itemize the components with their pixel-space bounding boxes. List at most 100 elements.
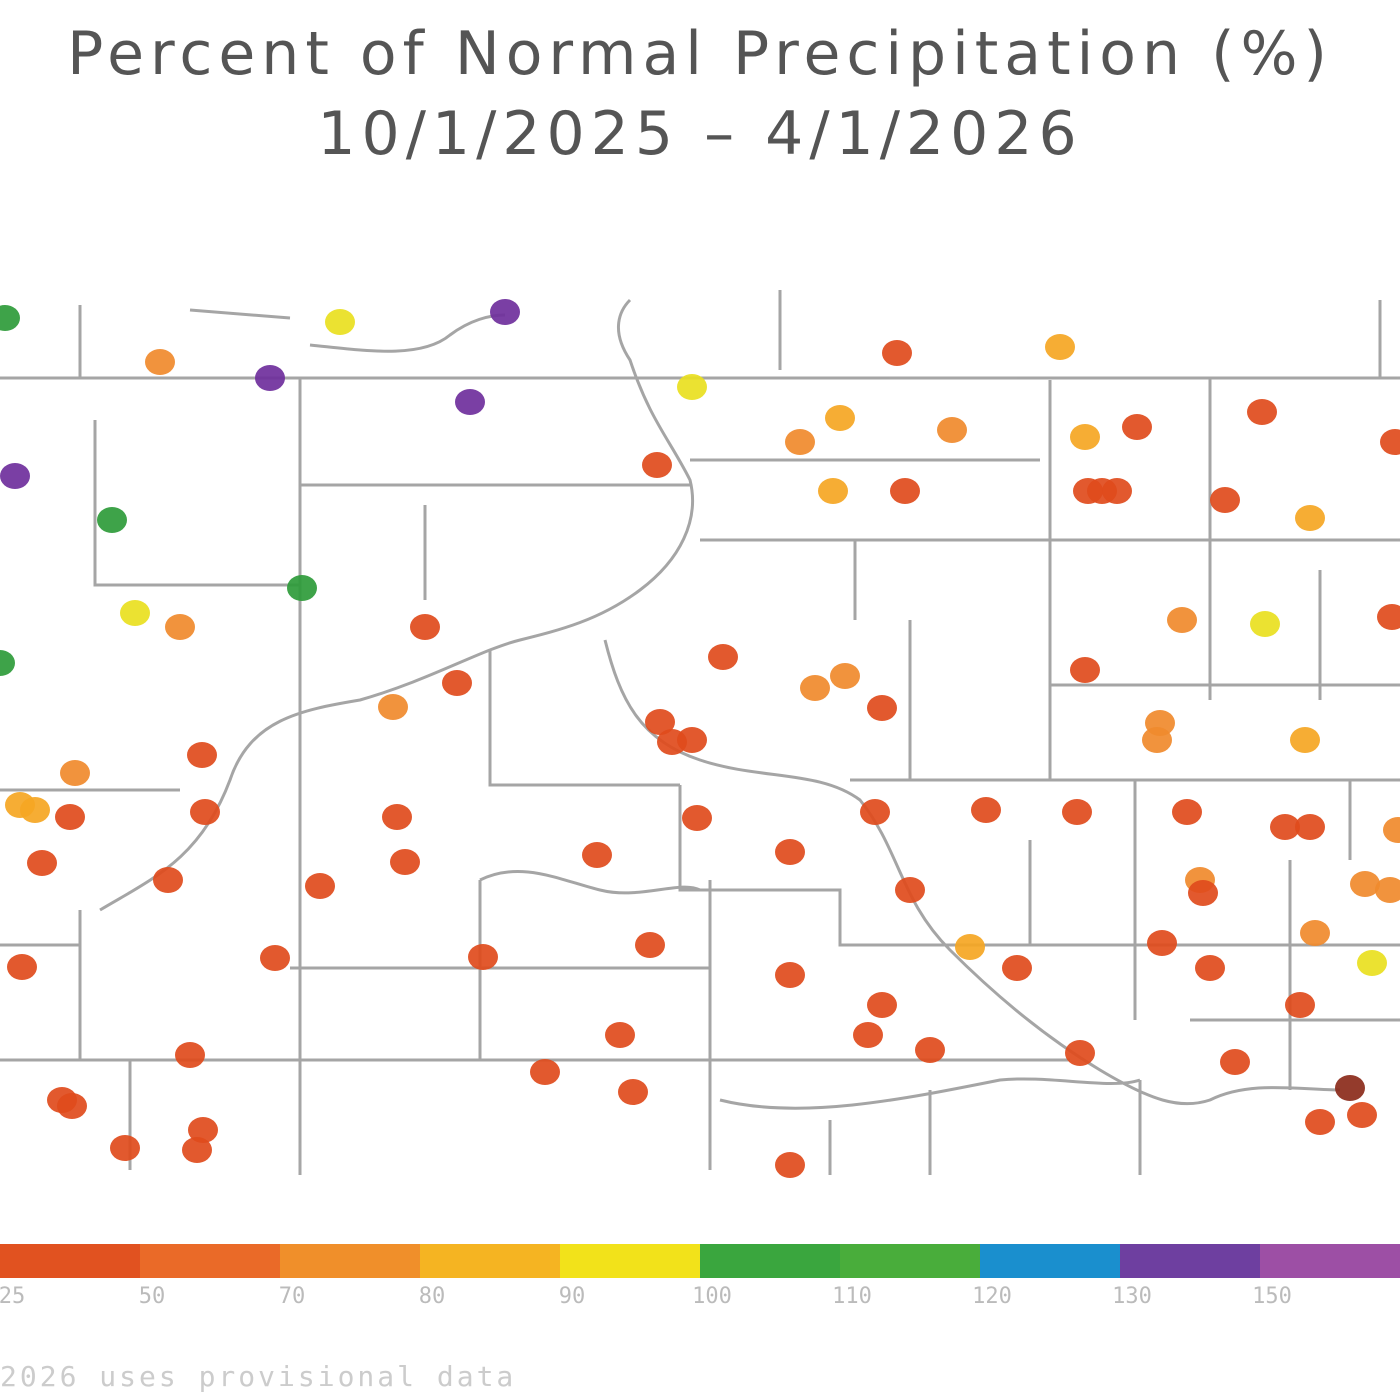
legend-swatch <box>700 1244 840 1278</box>
river <box>99 298 695 912</box>
river <box>603 639 1341 1106</box>
station-dot <box>188 1117 218 1143</box>
station-dot <box>0 463 30 489</box>
station-dot <box>153 867 183 893</box>
legend-swatch <box>0 1244 140 1278</box>
title-line-1: Percent of Normal Precipitation (%) <box>67 19 1333 89</box>
station-dot <box>825 405 855 431</box>
legend-swatch <box>420 1244 560 1278</box>
station-dot <box>1122 414 1152 440</box>
station-dot <box>677 727 707 753</box>
legend-swatch <box>140 1244 280 1278</box>
station-dot <box>1305 1109 1335 1135</box>
station-dot <box>1247 399 1277 425</box>
station-dot <box>708 644 738 670</box>
station-dot <box>775 962 805 988</box>
legend-swatch <box>280 1244 420 1278</box>
legend-swatch <box>560 1244 700 1278</box>
legend-tick-label: 130 <box>1112 1284 1152 1309</box>
station-dot <box>1142 727 1172 753</box>
station-dot <box>605 1022 635 1048</box>
legend-swatch <box>980 1244 1120 1278</box>
legend-swatch <box>840 1244 980 1278</box>
station-dot <box>382 804 412 830</box>
station-dot <box>455 389 485 415</box>
provisional-data-note: 2026 uses provisional data <box>0 1360 517 1393</box>
station-points <box>0 299 1400 1178</box>
station-dot <box>1357 950 1387 976</box>
station-dot <box>0 305 20 331</box>
station-dot <box>895 877 925 903</box>
station-dot <box>645 709 675 735</box>
station-dot <box>1347 1102 1377 1128</box>
river <box>309 313 506 353</box>
station-dot <box>1167 607 1197 633</box>
station-dot <box>468 944 498 970</box>
station-dot <box>915 1037 945 1063</box>
color-legend-bar <box>0 1244 1400 1278</box>
station-dot <box>1290 727 1320 753</box>
legend-tick-label: 25 <box>0 1284 26 1309</box>
station-dot <box>57 1093 87 1119</box>
legend-swatch <box>1260 1244 1400 1278</box>
station-dot <box>1210 487 1240 513</box>
legend-tick-label: 150 <box>1252 1284 1292 1309</box>
river <box>719 1077 1141 1110</box>
station-dot <box>1300 920 1330 946</box>
station-dot <box>110 1135 140 1161</box>
station-dot <box>1285 992 1315 1018</box>
station-dot <box>867 695 897 721</box>
station-dot <box>120 600 150 626</box>
station-dot <box>618 1079 648 1105</box>
station-dot <box>867 992 897 1018</box>
station-dot <box>1045 334 1075 360</box>
legend-tick-label: 110 <box>832 1284 872 1309</box>
station-dot <box>785 429 815 455</box>
station-dot <box>1002 955 1032 981</box>
county-boundaries <box>0 290 1400 1175</box>
station-dot <box>955 934 985 960</box>
legend-tick-label: 120 <box>972 1284 1012 1309</box>
station-dot <box>55 804 85 830</box>
station-dot <box>677 374 707 400</box>
station-dot <box>287 575 317 601</box>
station-dot <box>27 850 57 876</box>
station-dot <box>882 340 912 366</box>
legend-tick-label: 80 <box>418 1284 446 1309</box>
station-dot <box>1335 1075 1365 1101</box>
station-dot <box>853 1022 883 1048</box>
station-dot <box>260 945 290 971</box>
station-dot <box>971 797 1001 823</box>
station-dot <box>1220 1049 1250 1075</box>
station-dot <box>1377 604 1400 630</box>
station-dot <box>187 742 217 768</box>
station-dot <box>190 799 220 825</box>
station-dot <box>582 842 612 868</box>
station-dot <box>1195 955 1225 981</box>
station-dot <box>7 954 37 980</box>
station-dot <box>1102 478 1132 504</box>
station-dot <box>1350 871 1380 897</box>
map-title: Percent of Normal Precipitation (%) 10/1… <box>0 14 1400 174</box>
station-dot <box>1270 814 1300 840</box>
station-dot <box>1295 814 1325 840</box>
station-dot <box>1380 429 1400 455</box>
station-dot <box>490 299 520 325</box>
station-dot <box>860 799 890 825</box>
station-dot <box>325 309 355 335</box>
legend-tick-label: 70 <box>278 1284 306 1309</box>
station-dot <box>530 1059 560 1085</box>
legend-tick-label: 1 <box>1372 1284 1400 1309</box>
station-dot <box>1172 799 1202 825</box>
county-line <box>488 650 680 787</box>
station-dot <box>60 760 90 786</box>
legend-tick-label: 50 <box>138 1284 166 1309</box>
station-dot <box>1065 1040 1095 1066</box>
station-dot <box>775 1152 805 1178</box>
station-dot <box>818 478 848 504</box>
county-line <box>93 420 300 587</box>
title-line-2: 10/1/2025 – 4/1/2026 <box>317 99 1083 169</box>
river <box>479 869 701 895</box>
station-dot <box>182 1137 212 1163</box>
